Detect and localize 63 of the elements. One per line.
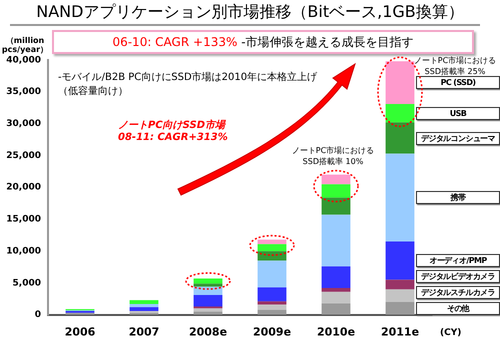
text: PC (SSD)	[416, 76, 500, 90]
bar	[322, 303, 350, 315]
bar	[322, 184, 350, 198]
bar	[386, 154, 414, 242]
bar	[386, 104, 414, 122]
text: 06-10: CAGR +133%	[112, 35, 238, 49]
bar	[194, 295, 222, 307]
y-tick-label: 20,000	[6, 182, 41, 193]
series-label: デジタルスチルカメラ	[416, 286, 500, 299]
x-tick-label: 2009e	[252, 325, 292, 338]
bar	[258, 304, 286, 310]
annotation: ノートPC市場におけるSSD搭載率 10%	[290, 144, 376, 167]
x-tick-label: 2011e	[380, 325, 420, 338]
y-tick-label: 15,000	[6, 214, 41, 225]
x-tick-label: 2006	[64, 325, 96, 338]
text: USB	[416, 106, 500, 120]
bar	[130, 307, 158, 311]
bar	[258, 251, 286, 261]
y-tick-label: 30,000	[6, 119, 41, 130]
x-tick-label: 2008e	[188, 325, 228, 338]
y-tick-label: 25,000	[6, 150, 41, 161]
annotation: ノートPC向けSSD市場 08-11: CAGR+313%	[118, 118, 229, 143]
text: その他	[416, 302, 500, 315]
bar	[194, 312, 222, 315]
series-label: オーディオ/PMP	[416, 254, 500, 267]
bar	[322, 292, 350, 304]
x-tick-label: 2007	[128, 325, 160, 338]
text: -市場伸張を越える成長を目指す	[241, 35, 414, 49]
bar	[258, 240, 286, 244]
series-label: デジタルコンシューマ	[416, 132, 500, 145]
text: 携帯	[416, 191, 500, 204]
bar	[386, 122, 414, 154]
bar	[322, 198, 350, 215]
y-tick-label: 5,000	[12, 278, 41, 288]
chart-title: NANDアプリケーション別市場推移（Bitベース,1GB換算）	[35, 2, 465, 23]
y-tick-label: 35,000	[6, 87, 41, 98]
bar	[194, 284, 222, 287]
bar	[386, 289, 414, 302]
bar	[258, 244, 286, 252]
x-tick-label: 2010e	[316, 325, 356, 338]
annotation: -モバイル/B2B PC向けにSSD市場は2010年に本格立上げ（低容量向け）	[58, 70, 318, 98]
bar	[194, 308, 222, 312]
x-axis-title: (CY)	[440, 328, 462, 338]
y-tick-label: 0	[34, 310, 41, 320]
y-tick-label: 40,000	[6, 55, 41, 66]
bar	[386, 302, 414, 315]
annotation: ノートPC市場におけるSSD搭載率 25%	[412, 55, 498, 78]
y-tick-label: 10,000	[6, 246, 41, 256]
bar	[258, 301, 286, 305]
bar	[322, 174, 350, 184]
bar	[130, 300, 158, 304]
bar	[258, 287, 286, 302]
bar	[386, 61, 414, 104]
bar	[258, 260, 286, 288]
bar	[322, 214, 350, 266]
bar	[258, 310, 286, 315]
bar	[130, 304, 158, 308]
y-axis-title: （million pcs/year）	[0, 36, 50, 54]
bar	[386, 242, 414, 280]
bar	[386, 280, 414, 290]
bar	[322, 288, 350, 292]
bar	[322, 266, 350, 288]
series-label: デジタルビデオカメラ	[416, 270, 500, 283]
